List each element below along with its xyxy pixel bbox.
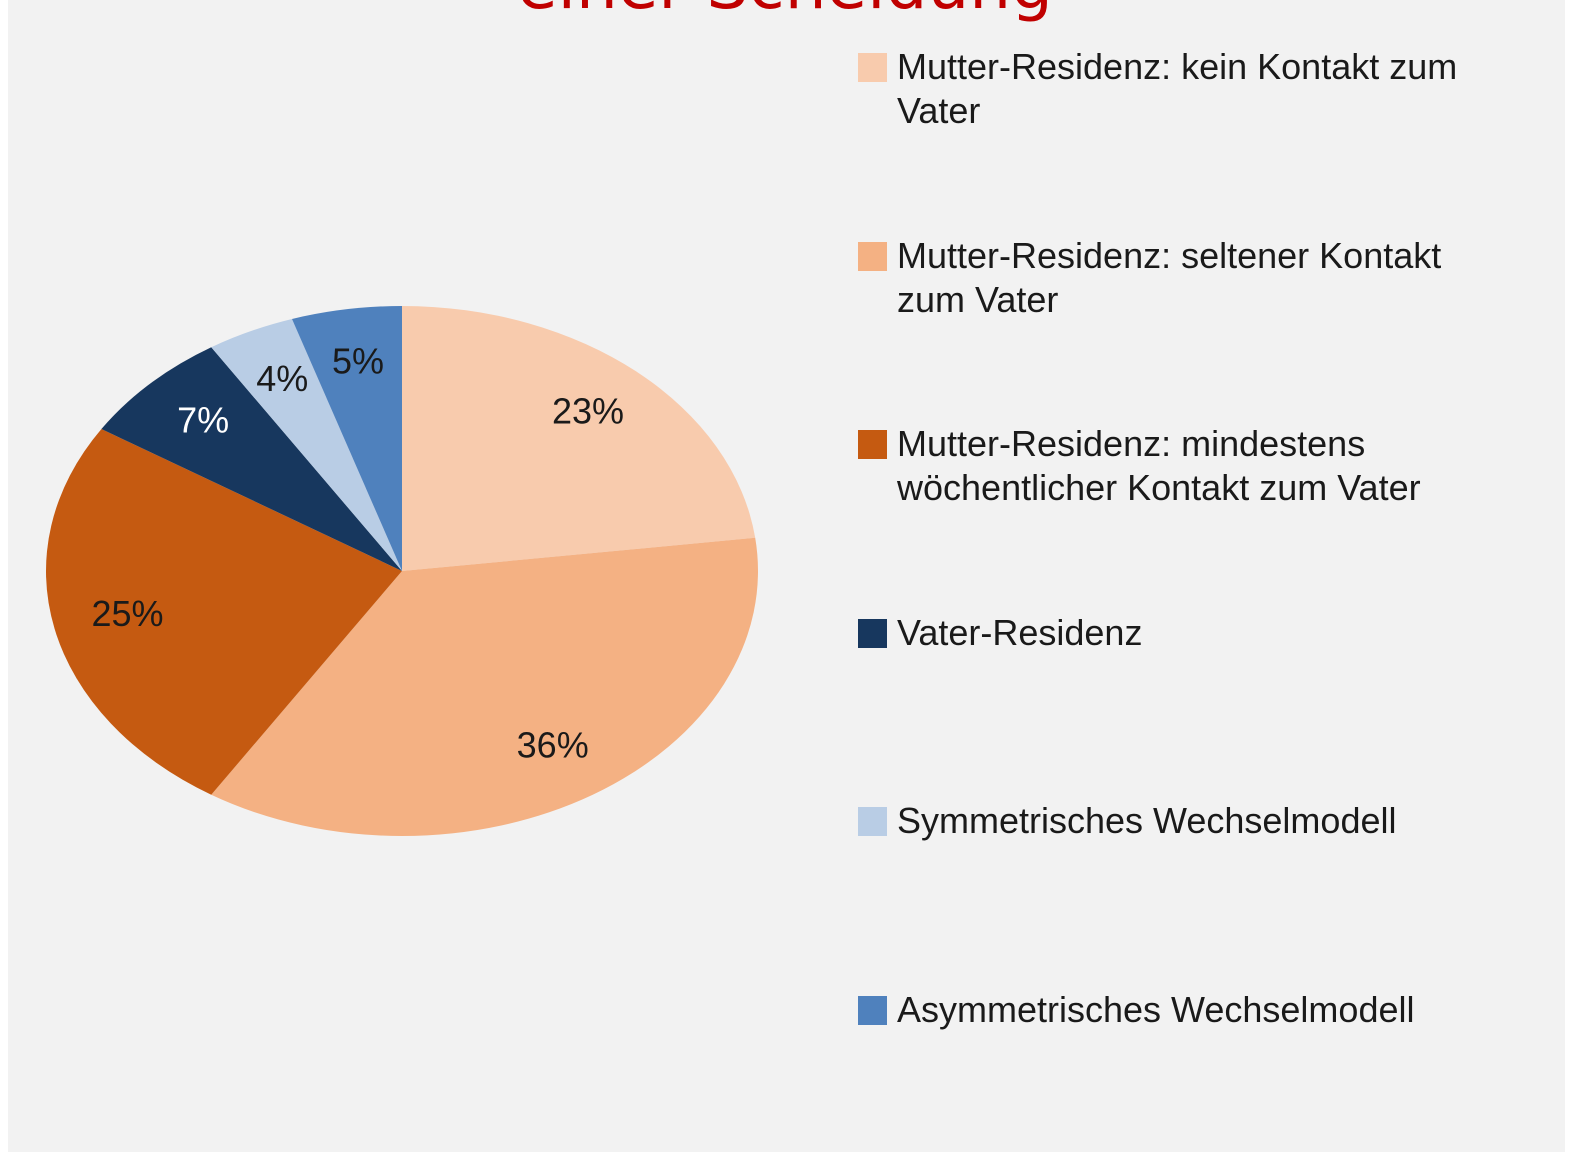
legend-swatch — [858, 618, 887, 648]
data-label: 5% — [332, 341, 384, 382]
pie-slice — [45, 429, 403, 795]
legend-swatch — [858, 241, 887, 271]
legend-swatch — [858, 995, 887, 1025]
pie-slice — [402, 306, 756, 571]
chart-frame: einer Scheidung 23% 36% 25% 7% 4% 5% Mutter-R… — [8, 0, 1565, 1152]
legend-label: Vater-Residenz — [897, 611, 1143, 653]
legend-label: Mutter-Residenz: kein Kontakt zum Vater — [897, 46, 1458, 131]
legend-swatch — [858, 53, 887, 82]
legend-label: Mutter-Residenz: seltener Kontakt zum Va… — [897, 234, 1442, 320]
legend-label: Symmetrisches Wechselmodell — [897, 800, 1397, 841]
legend-label: Asymmetrisches Wechselmodell — [897, 988, 1415, 1030]
data-label: 25% — [92, 593, 164, 634]
data-label: 23% — [552, 390, 624, 431]
pie-slice — [101, 347, 403, 571]
pie-slice — [211, 537, 758, 836]
data-label: 7% — [177, 399, 229, 440]
pie-slice — [291, 306, 402, 571]
legend-label: Mutter-Residenz: mindestens wöchentliche… — [897, 423, 1421, 508]
legend-swatch — [858, 430, 887, 459]
data-label: 4% — [256, 358, 308, 399]
legend-swatch — [858, 807, 887, 836]
pie-slice — [211, 318, 402, 571]
chart-title: einer Scheidung — [517, 0, 1053, 24]
data-label: 36% — [517, 724, 589, 765]
chart: einer Scheidung 23% 36% 25% 7% 4% 5% — [45, 0, 1053, 836]
